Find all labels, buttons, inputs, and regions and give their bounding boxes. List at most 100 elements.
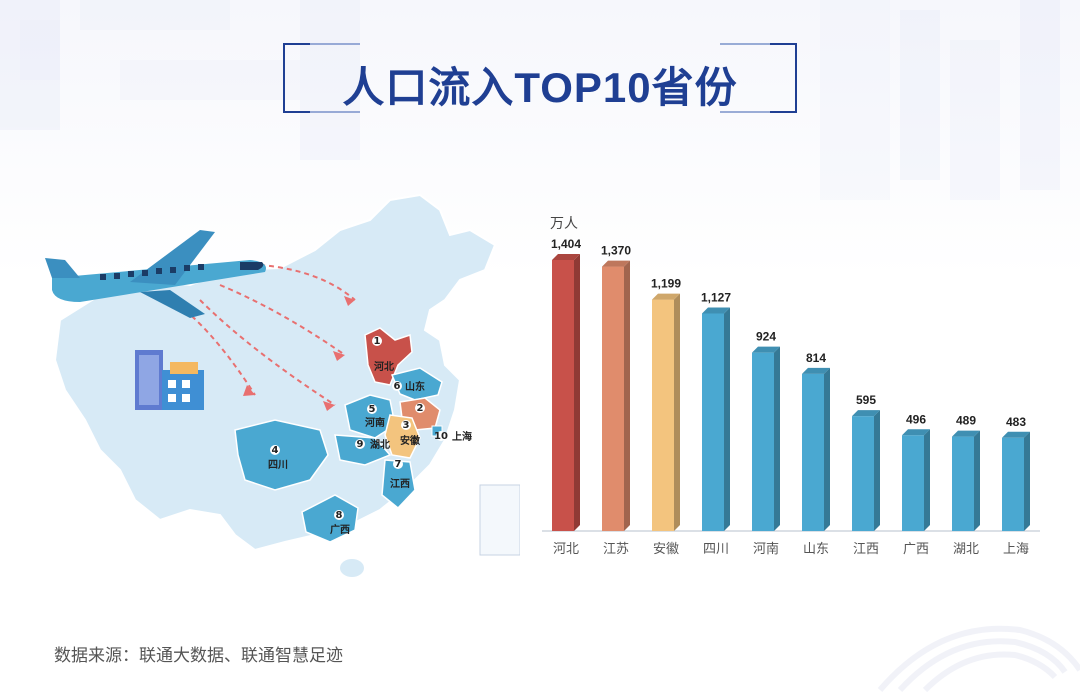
bar-side (874, 410, 880, 531)
x-tick-label: 安徽 (653, 541, 679, 556)
x-tick-label: 四川 (703, 541, 729, 556)
page-title: 人口流入TOP10省份 (342, 64, 738, 111)
map-rank: 1 (374, 336, 381, 347)
map-rank: 10 (434, 431, 448, 442)
bar-top (552, 254, 580, 260)
bar-side (824, 367, 830, 531)
data-label: 1,199 (651, 277, 681, 291)
china-map-illustration: 1 河北 2 3 安徽 4 四川 5 河南 6 山东 7 江西 8 广西 9 湖 (40, 190, 521, 590)
map-rank: 6 (394, 381, 401, 392)
map-name: 河北 (374, 360, 394, 373)
bar-side (724, 307, 730, 531)
data-label: 595 (856, 393, 876, 407)
bar (752, 346, 780, 531)
bar-front (702, 313, 724, 531)
bar-top (852, 410, 880, 417)
map-name: 江西 (390, 477, 410, 490)
arrow-head-3 (323, 401, 335, 411)
map-name: 湖北 (370, 438, 390, 451)
province-anhui (384, 414, 421, 459)
map-rank: 4 (272, 445, 279, 456)
bar (602, 260, 630, 531)
bar-side (774, 346, 780, 531)
x-tick-label: 上海 (1003, 541, 1029, 556)
data-label: 496 (906, 412, 926, 426)
province-hubei (334, 434, 392, 466)
x-tick-label: 江苏 (603, 541, 629, 556)
bar-top (652, 293, 680, 300)
title-block: 人口流入TOP10省份 (280, 40, 800, 120)
map-name: 广西 (330, 523, 350, 536)
bar (552, 254, 580, 531)
airplane-icon (45, 230, 266, 318)
map-rank: 3 (403, 420, 410, 431)
arrow-head-1 (344, 296, 355, 306)
x-tick-label: 广西 (903, 541, 929, 556)
map-rank: 9 (357, 439, 364, 450)
map-name: 上海 (452, 430, 472, 443)
bar-chart: 万人 1,404 河北 1,370 江苏 1,199 安徽 1,127 四川 924 河南 814 山… (520, 200, 1070, 570)
map-name: 河南 (365, 416, 385, 429)
bar (802, 367, 830, 531)
map-name: 山东 (405, 380, 425, 393)
x-tick-label: 山东 (803, 541, 829, 556)
bar-chart-svg: 万人 1,404 河北 1,370 江苏 1,199 安徽 1,127 四川 924 河南 814 山… (542, 215, 1040, 556)
bar-side (674, 293, 680, 531)
map-rank: 5 (369, 404, 376, 415)
bar (652, 293, 680, 531)
data-label: 1,127 (701, 290, 731, 304)
arrow-head-4 (243, 385, 255, 396)
y-axis-unit: 万人 (550, 215, 578, 231)
bar-front (552, 260, 574, 531)
bar-front (652, 299, 674, 531)
province-jiangxi (381, 459, 416, 510)
bar (952, 430, 980, 531)
bar-top (952, 430, 980, 437)
bar-top (902, 429, 930, 436)
bar-side (574, 254, 580, 531)
title-frame (283, 43, 797, 113)
data-label: 814 (806, 351, 826, 365)
bar (702, 307, 730, 531)
map-name: 安徽 (400, 434, 421, 447)
x-tick-label: 江西 (853, 541, 879, 556)
data-source: 数据来源：联通大数据、联通智慧足迹 (54, 646, 343, 665)
data-label: 1,370 (601, 244, 631, 258)
bar-front (952, 436, 974, 531)
arrow-head-2 (333, 351, 345, 361)
data-label: 489 (956, 414, 976, 428)
province-sichuan (234, 419, 329, 491)
bar-top (1002, 431, 1030, 438)
map-rank: 8 (336, 510, 343, 521)
province-shandong (390, 367, 443, 401)
bar (852, 410, 880, 531)
bar-side (974, 430, 980, 531)
bar-front (802, 373, 824, 531)
bar-top (702, 307, 730, 314)
bar-top (752, 346, 780, 353)
bar (902, 429, 930, 531)
bar-front (602, 266, 624, 531)
x-tick-label: 河北 (553, 541, 579, 556)
map-labels: 1 河北 2 3 安徽 4 四川 5 河南 6 山东 7 江西 8 广西 9 湖 (268, 336, 472, 536)
hainan-shape (340, 559, 364, 577)
south-sea-inset (479, 484, 521, 556)
buildings-icon (135, 350, 204, 410)
china-map-shape (53, 193, 497, 552)
bar-side (924, 429, 930, 531)
x-tick-label: 河南 (753, 541, 779, 556)
data-label: 483 (1006, 415, 1026, 429)
bar-side (624, 260, 630, 531)
bar-side (1024, 431, 1030, 531)
data-label: 1,404 (551, 237, 581, 251)
province-guangxi (301, 494, 359, 543)
data-label: 924 (756, 330, 776, 344)
bar (1002, 431, 1030, 531)
bar-top (802, 367, 830, 374)
bar-front (1002, 437, 1024, 531)
map-name: 四川 (268, 459, 288, 471)
bar-top (602, 260, 630, 267)
x-tick-label: 湖北 (953, 541, 979, 556)
bar-front (852, 416, 874, 531)
map-rank: 7 (395, 459, 402, 470)
